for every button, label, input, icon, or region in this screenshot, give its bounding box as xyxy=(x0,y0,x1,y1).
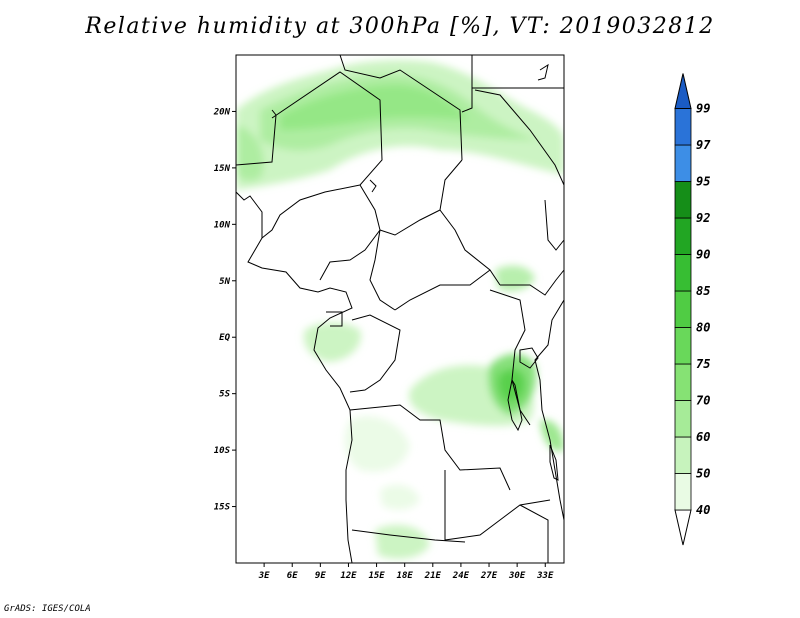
colorbar-label: 50 xyxy=(696,467,710,481)
border-cameroon-car xyxy=(369,229,396,311)
y-tick-label: 10S xyxy=(214,446,231,456)
colorbar-segment xyxy=(674,144,692,182)
rh-west-coast xyxy=(236,125,264,181)
lake-malawi xyxy=(549,444,559,481)
y-tick-label: 5S xyxy=(219,390,230,400)
rh-ne-patch xyxy=(495,265,535,292)
colorbar-segment xyxy=(674,108,692,146)
colorbar-segment xyxy=(674,254,692,292)
rh-central-patch xyxy=(380,484,420,510)
y-tick-label: 5N xyxy=(219,277,230,287)
grads-credit: GrADS: IGES/COLA xyxy=(4,604,91,614)
rh-angola-patch xyxy=(344,416,410,472)
lake-victoria xyxy=(519,347,539,369)
x-tick-label: 12E xyxy=(340,571,357,581)
colorbar-segment xyxy=(674,363,692,401)
colorbar-label: 97 xyxy=(696,138,711,152)
border-sudan-east xyxy=(500,269,564,296)
x-tick-label: 9E xyxy=(315,571,326,581)
border-drc-angola xyxy=(349,404,511,491)
rh-lake-core xyxy=(498,368,525,402)
x-tick-label: 6E xyxy=(287,571,298,581)
colorbar-segment xyxy=(674,217,692,255)
y-tick-label: EQ xyxy=(219,333,230,343)
x-tick-label: 15E xyxy=(368,571,385,581)
border-mauritania-mali xyxy=(236,109,277,166)
border-mozambique xyxy=(519,504,549,563)
colorbar-segment xyxy=(674,436,692,474)
colorbar-label: 40 xyxy=(696,503,710,517)
colorbar-under-triangle xyxy=(674,509,692,546)
colorbar-label: 95 xyxy=(696,175,710,189)
sinai-coast xyxy=(537,63,549,81)
border-congo-drc xyxy=(349,314,401,393)
y-tick-label: 15S xyxy=(214,503,231,513)
border-algeria-niger xyxy=(339,55,463,161)
y-tick-label: 10N xyxy=(214,220,231,230)
border-libya-chad xyxy=(461,55,473,113)
border-gabon xyxy=(326,311,343,327)
colorbar-segment xyxy=(674,181,692,219)
rh-east-coast xyxy=(540,419,564,452)
border-car-congo xyxy=(394,269,491,311)
rh-south-patch xyxy=(375,525,430,559)
border-ethiopia xyxy=(544,199,564,251)
coastline-west-africa xyxy=(236,191,353,563)
colorbar: 40 50 60 70 75 80 85 90 92 95 97 99 xyxy=(674,73,711,546)
x-tick-label: 27E xyxy=(480,571,498,581)
map-borders xyxy=(236,55,564,563)
colorbar-label: 80 xyxy=(696,321,710,335)
border-algeria-mali xyxy=(271,71,383,186)
colorbar-label: 75 xyxy=(696,357,710,371)
colorbar-segment xyxy=(674,290,692,328)
red-sea-coast xyxy=(474,89,564,186)
map-frame xyxy=(235,54,565,564)
x-axis: 3E 6E 9E 12E 15E 18E 21E 24E 27E 30E 33E xyxy=(258,563,554,581)
rh-sahara-moist xyxy=(280,85,470,130)
x-tick-label: 24E xyxy=(452,571,470,581)
border-east-coast xyxy=(534,299,564,521)
colorbar-label: 60 xyxy=(696,430,710,444)
chart-title: Relative humidity at 300hPa [%], VT: 201… xyxy=(85,14,715,39)
colorbar-label: 85 xyxy=(696,284,710,298)
border-niger-nigeria xyxy=(319,184,381,281)
border-mali-burkina xyxy=(261,184,361,239)
x-tick-label: 30E xyxy=(508,571,526,581)
y-tick-label: 15N xyxy=(214,164,231,174)
colorbar-segment xyxy=(674,473,692,511)
colorbar-label: 99 xyxy=(696,102,710,116)
colorbar-label: 90 xyxy=(696,248,710,262)
y-axis: 20N 15N 10N 5N EQ 5S 10S 15S xyxy=(213,107,236,513)
colorbar-over-triangle xyxy=(674,73,692,109)
humidity-field xyxy=(236,60,564,559)
y-tick-label: 20N xyxy=(213,107,231,117)
colorbar-label: 70 xyxy=(696,394,710,408)
lake-tanganyika xyxy=(507,378,523,432)
x-tick-label: 3E xyxy=(258,571,270,581)
border-sudan-chad xyxy=(439,159,501,286)
colorbar-label: 92 xyxy=(696,211,710,225)
x-tick-label: 18E xyxy=(397,571,414,581)
colorbar-segment xyxy=(674,327,692,365)
border-angola-south xyxy=(351,529,466,543)
lake-chad xyxy=(369,179,377,193)
border-zambia xyxy=(444,470,551,541)
x-tick-label: 21E xyxy=(424,571,442,581)
colorbar-segment xyxy=(674,400,692,438)
border-nigeria-cameroon xyxy=(379,209,441,236)
rh-gabon xyxy=(303,322,361,362)
x-tick-label: 33E xyxy=(536,571,554,581)
